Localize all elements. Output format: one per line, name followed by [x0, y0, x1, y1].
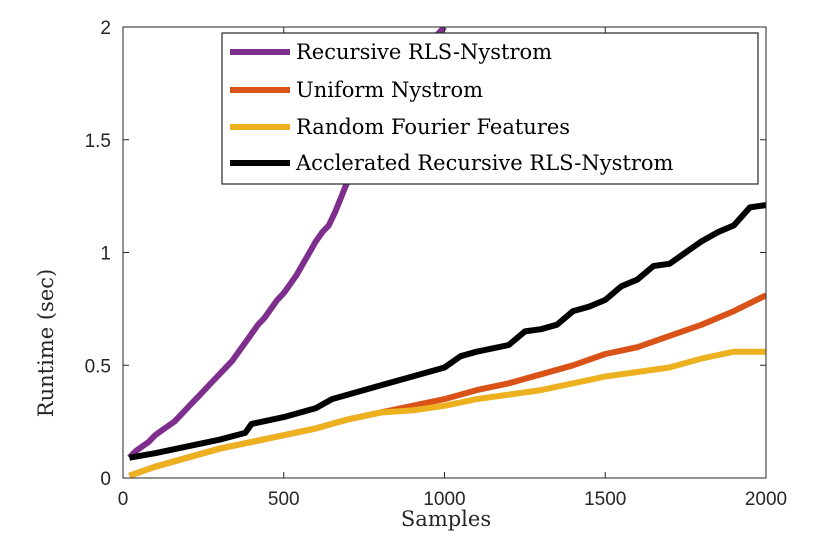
- y-tick-label: 0.5: [85, 356, 111, 377]
- y-axis-label: Runtime (sec): [34, 269, 58, 417]
- x-tick-label: 0: [118, 489, 129, 510]
- x-tick-label: 1500: [584, 489, 626, 510]
- legend-label-recursive-rls-nystrom: Recursive RLS-Nystrom: [296, 40, 552, 64]
- legend-label-random-fourier-features: Random Fourier Features: [296, 115, 570, 139]
- series-line-random-fourier-features: [128, 348, 766, 478]
- x-tick-label: 500: [268, 489, 300, 510]
- y-tick-label: 0: [100, 469, 111, 490]
- legend-label-acclerated-recursive-rls-nystrom: Acclerated Recursive RLS-Nystrom: [295, 151, 674, 175]
- x-axis-label: Samples: [401, 507, 491, 531]
- x-tick-label: 1000: [423, 489, 465, 510]
- legend-box: [221, 32, 759, 185]
- y-tick-label: 1.5: [85, 131, 111, 152]
- x-tick-label: 2000: [745, 489, 787, 510]
- y-tick-label: 2: [100, 18, 111, 39]
- series-line-acclerated-recursive-rls-nystrom: [128, 202, 766, 461]
- y-tick-label: 1: [100, 244, 111, 265]
- legend-label-uniform-nystrom: Uniform Nystrom: [296, 78, 483, 102]
- legend: Recursive RLS-Nystrom Uniform Nystrom Rand…: [221, 32, 759, 185]
